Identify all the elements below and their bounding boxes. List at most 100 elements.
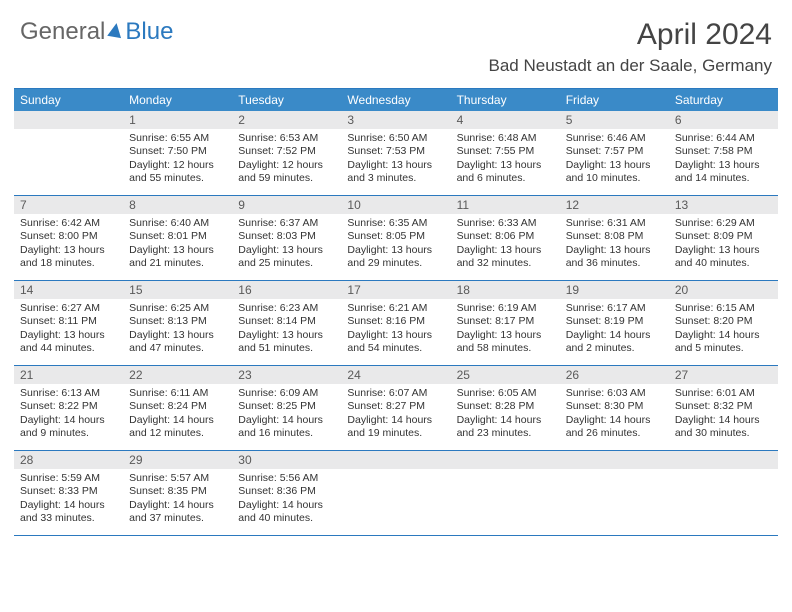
sunset-line: Sunset: 8:35 PM xyxy=(129,485,226,498)
day-number: 6 xyxy=(675,113,682,127)
sunrise-line: Sunrise: 5:59 AM xyxy=(20,472,117,485)
sunset-line: Sunset: 8:03 PM xyxy=(238,230,335,243)
daylight-line: Daylight: 13 hours and 51 minutes. xyxy=(238,329,335,356)
daynum-row: 25 xyxy=(451,366,560,384)
calendar-cell: 4Sunrise: 6:48 AMSunset: 7:55 PMDaylight… xyxy=(451,111,560,195)
sunset-line: Sunset: 8:08 PM xyxy=(566,230,663,243)
dow-monday: Monday xyxy=(123,89,232,111)
cell-body: Sunrise: 6:42 AMSunset: 8:00 PMDaylight:… xyxy=(14,214,123,275)
daylight-line: Daylight: 14 hours and 16 minutes. xyxy=(238,414,335,441)
sunrise-line: Sunrise: 6:03 AM xyxy=(566,387,663,400)
calendar-cell: 22Sunrise: 6:11 AMSunset: 8:24 PMDayligh… xyxy=(123,366,232,450)
day-number: 29 xyxy=(129,453,142,467)
day-number: 25 xyxy=(457,368,470,382)
page-subtitle: Bad Neustadt an der Saale, Germany xyxy=(489,56,773,76)
day-number: 13 xyxy=(675,198,688,212)
day-number: 28 xyxy=(20,453,33,467)
weeks-container: 1Sunrise: 6:55 AMSunset: 7:50 PMDaylight… xyxy=(14,111,778,536)
sunset-line: Sunset: 8:16 PM xyxy=(347,315,444,328)
daylight-line: Daylight: 14 hours and 33 minutes. xyxy=(20,499,117,526)
dow-friday: Friday xyxy=(560,89,669,111)
sunrise-line: Sunrise: 6:25 AM xyxy=(129,302,226,315)
cell-body: Sunrise: 6:25 AMSunset: 8:13 PMDaylight:… xyxy=(123,299,232,360)
day-number: 16 xyxy=(238,283,251,297)
day-of-week-row: Sunday Monday Tuesday Wednesday Thursday… xyxy=(14,89,778,111)
cell-body: Sunrise: 6:44 AMSunset: 7:58 PMDaylight:… xyxy=(669,129,778,190)
daynum-row: 7 xyxy=(14,196,123,214)
day-number: 20 xyxy=(675,283,688,297)
calendar-cell: 13Sunrise: 6:29 AMSunset: 8:09 PMDayligh… xyxy=(669,196,778,280)
sunrise-line: Sunrise: 6:55 AM xyxy=(129,132,226,145)
day-number: 14 xyxy=(20,283,33,297)
calendar-cell: 6 Sunrise: 6:44 AMSunset: 7:58 PMDaylight… xyxy=(669,111,778,195)
sunrise-line: Sunrise: 6:48 AM xyxy=(457,132,554,145)
daynum-row: 19 xyxy=(560,281,669,299)
sunrise-line: Sunrise: 6:07 AM xyxy=(347,387,444,400)
cell-body: Sunrise: 6:31 AMSunset: 8:08 PMDaylight:… xyxy=(560,214,669,275)
calendar-cell: 9Sunrise: 6:37 AMSunset: 8:03 PMDaylight… xyxy=(232,196,341,280)
calendar-cell xyxy=(341,451,450,535)
calendar-cell: 11Sunrise: 6:33 AMSunset: 8:06 PMDayligh… xyxy=(451,196,560,280)
cell-body: Sunrise: 6:33 AMSunset: 8:06 PMDaylight:… xyxy=(451,214,560,275)
calendar-cell: 3Sunrise: 6:50 AMSunset: 7:53 PMDaylight… xyxy=(341,111,450,195)
sunrise-line: Sunrise: 6:35 AM xyxy=(347,217,444,230)
daylight-line: Daylight: 14 hours and 19 minutes. xyxy=(347,414,444,441)
daynum-row xyxy=(341,451,450,469)
sunset-line: Sunset: 8:01 PM xyxy=(129,230,226,243)
day-number: 27 xyxy=(675,368,688,382)
sunrise-line: Sunrise: 6:09 AM xyxy=(238,387,335,400)
daynum-row xyxy=(560,451,669,469)
week-row: 1Sunrise: 6:55 AMSunset: 7:50 PMDaylight… xyxy=(14,111,778,196)
cell-body: Sunrise: 5:57 AMSunset: 8:35 PMDaylight:… xyxy=(123,469,232,530)
cell-body: Sunrise: 6:23 AMSunset: 8:14 PMDaylight:… xyxy=(232,299,341,360)
daynum-row: 6 xyxy=(669,111,778,129)
logo: General Blue xyxy=(20,18,173,46)
day-number: 26 xyxy=(566,368,579,382)
calendar-cell: 20 Sunrise: 6:15 AMSunset: 8:20 PMDayligh… xyxy=(669,281,778,365)
sunset-line: Sunset: 7:57 PM xyxy=(566,145,663,158)
week-row: 14Sunrise: 6:27 AMSunset: 8:11 PMDayligh… xyxy=(14,281,778,366)
sunrise-line: Sunrise: 6:40 AM xyxy=(129,217,226,230)
logo-text-1: General xyxy=(20,18,105,46)
sunrise-line: Sunrise: 6:42 AM xyxy=(20,217,117,230)
daylight-line: Daylight: 13 hours and 29 minutes. xyxy=(347,244,444,271)
daylight-line: Daylight: 12 hours and 59 minutes. xyxy=(238,159,335,186)
sunrise-line: Sunrise: 6:37 AM xyxy=(238,217,335,230)
cell-body: Sunrise: 6:35 AMSunset: 8:05 PMDaylight:… xyxy=(341,214,450,275)
sunset-line: Sunset: 8:27 PM xyxy=(347,400,444,413)
sunset-line: Sunset: 7:52 PM xyxy=(238,145,335,158)
sunset-line: Sunset: 7:50 PM xyxy=(129,145,226,158)
logo-triangle-icon xyxy=(108,22,124,38)
day-number: 8 xyxy=(129,198,136,212)
calendar-cell xyxy=(14,111,123,195)
calendar-cell: 26Sunrise: 6:03 AMSunset: 8:30 PMDayligh… xyxy=(560,366,669,450)
daylight-line: Daylight: 13 hours and 32 minutes. xyxy=(457,244,554,271)
sunrise-line: Sunrise: 6:29 AM xyxy=(675,217,772,230)
sunset-line: Sunset: 8:17 PM xyxy=(457,315,554,328)
day-number: 7 xyxy=(20,198,27,212)
sunset-line: Sunset: 8:13 PM xyxy=(129,315,226,328)
cell-body: Sunrise: 6:15 AMSunset: 8:20 PMDaylight:… xyxy=(669,299,778,360)
daynum-row xyxy=(669,451,778,469)
calendar-cell: 29 Sunrise: 5:57 AMSunset: 8:35 PMDayligh… xyxy=(123,451,232,535)
page-title: April 2024 xyxy=(489,18,773,52)
daynum-row: 23 xyxy=(232,366,341,384)
calendar-cell: 17Sunrise: 6:21 AMSunset: 8:16 PMDayligh… xyxy=(341,281,450,365)
daylight-line: Daylight: 14 hours and 5 minutes. xyxy=(675,329,772,356)
sunrise-line: Sunrise: 6:31 AM xyxy=(566,217,663,230)
sunset-line: Sunset: 8:25 PM xyxy=(238,400,335,413)
daynum-row: 24 xyxy=(341,366,450,384)
sunset-line: Sunset: 8:22 PM xyxy=(20,400,117,413)
sunset-line: Sunset: 8:09 PM xyxy=(675,230,772,243)
cell-body: Sunrise: 6:09 AMSunset: 8:25 PMDaylight:… xyxy=(232,384,341,445)
daylight-line: Daylight: 14 hours and 12 minutes. xyxy=(129,414,226,441)
daylight-line: Daylight: 14 hours and 26 minutes. xyxy=(566,414,663,441)
sunrise-line: Sunrise: 5:56 AM xyxy=(238,472,335,485)
sunrise-line: Sunrise: 6:15 AM xyxy=(675,302,772,315)
daynum-row: 18 xyxy=(451,281,560,299)
sunrise-line: Sunrise: 6:17 AM xyxy=(566,302,663,315)
daylight-line: Daylight: 13 hours and 10 minutes. xyxy=(566,159,663,186)
daylight-line: Daylight: 14 hours and 9 minutes. xyxy=(20,414,117,441)
dow-sunday: Sunday xyxy=(14,89,123,111)
daylight-line: Daylight: 13 hours and 25 minutes. xyxy=(238,244,335,271)
